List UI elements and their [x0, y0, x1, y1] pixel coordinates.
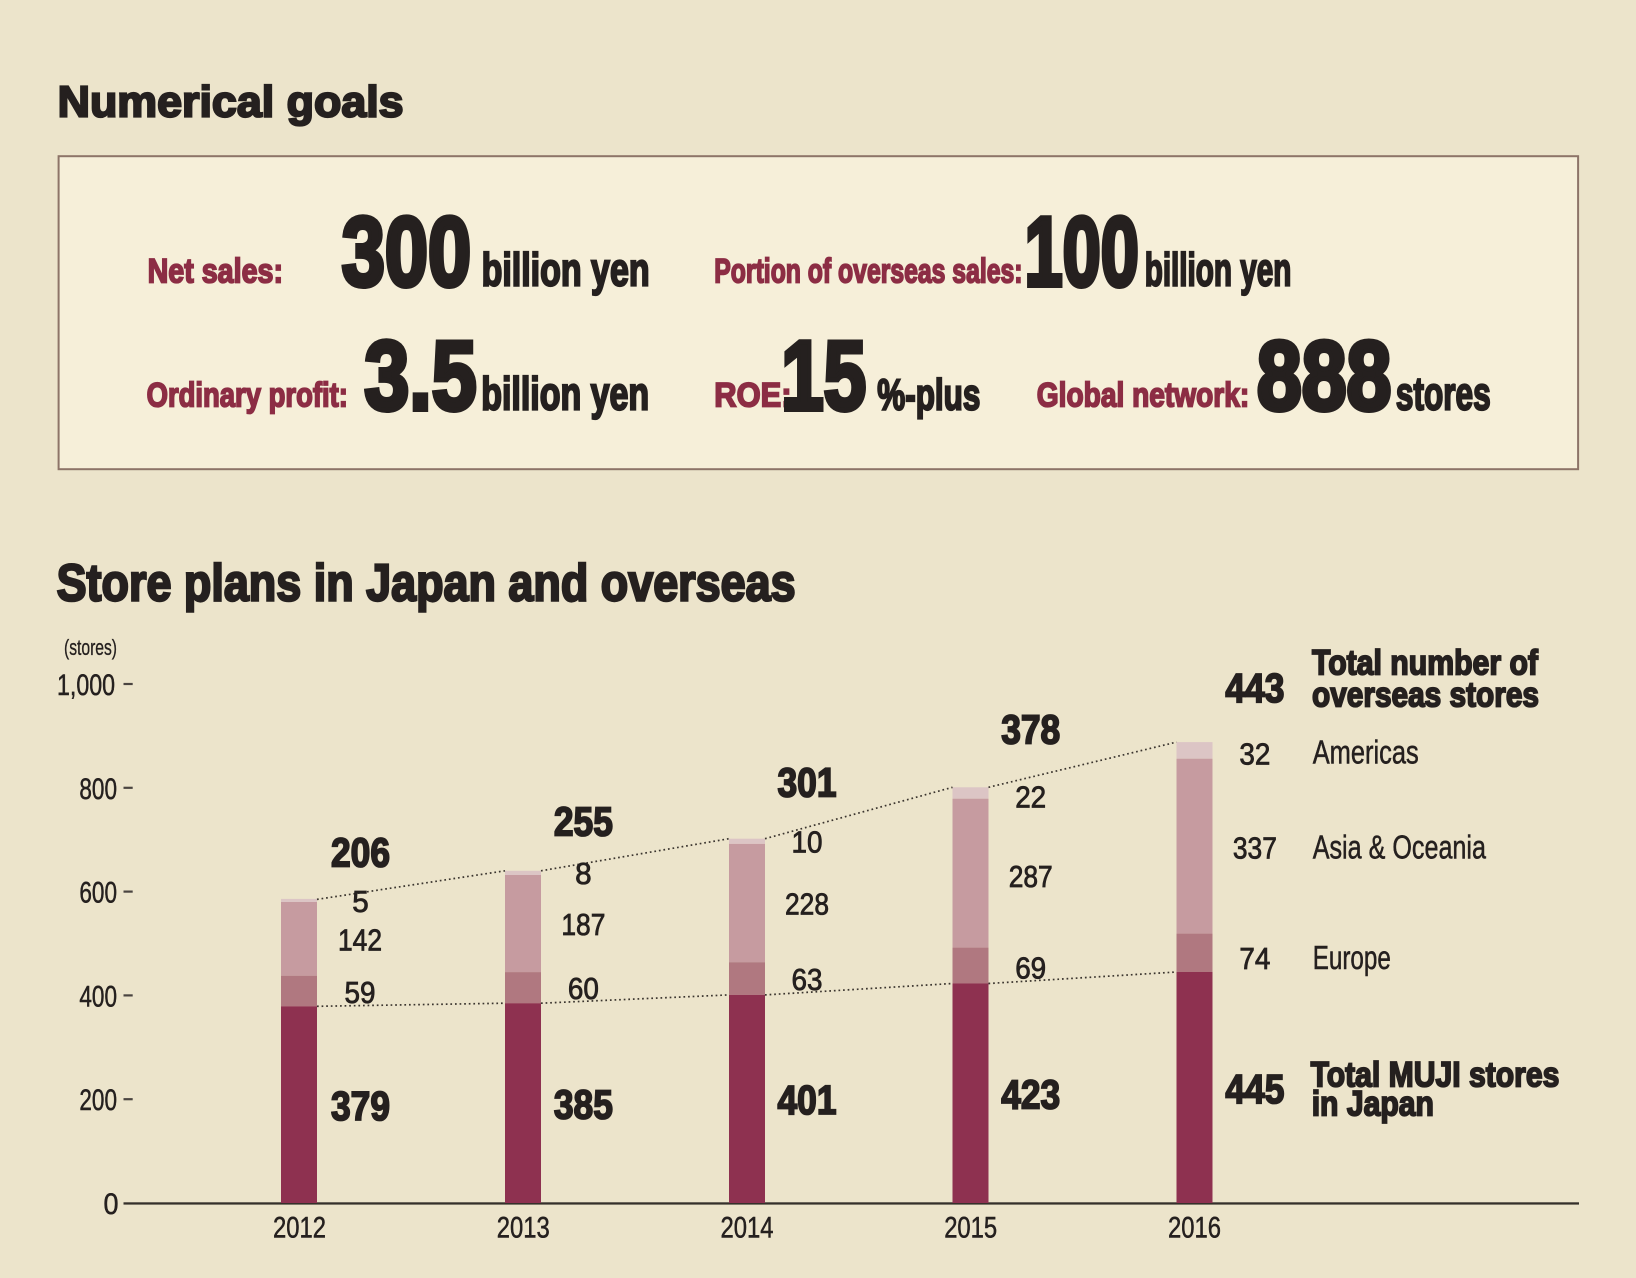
svg-text:200: 200 — [79, 1084, 117, 1117]
svg-text:in Japan: in Japan — [1312, 1085, 1434, 1124]
svg-text:22: 22 — [1015, 780, 1046, 815]
svg-text:Europe: Europe — [1313, 940, 1391, 977]
svg-text:stores: stores — [1396, 367, 1491, 419]
svg-text:255: 255 — [554, 798, 613, 844]
svg-text:billion yen: billion yen — [482, 244, 650, 296]
svg-text:63: 63 — [792, 962, 823, 997]
svg-text:10: 10 — [792, 825, 823, 860]
svg-text:ROE:: ROE: — [714, 377, 791, 415]
svg-text:600: 600 — [79, 877, 117, 910]
svg-text:2015: 2015 — [944, 1211, 997, 1244]
svg-text:401: 401 — [778, 1077, 837, 1123]
svg-text:423: 423 — [1001, 1071, 1060, 1117]
svg-text:379: 379 — [331, 1083, 390, 1129]
svg-text:800: 800 — [79, 773, 117, 806]
svg-text:300: 300 — [342, 197, 471, 307]
svg-text:445: 445 — [1225, 1066, 1284, 1112]
svg-text:5: 5 — [352, 884, 369, 919]
svg-text:overseas stores: overseas stores — [1312, 676, 1539, 715]
svg-text:billion yen: billion yen — [1145, 244, 1292, 296]
svg-text:2014: 2014 — [721, 1211, 774, 1244]
svg-text:1,000: 1,000 — [57, 669, 115, 702]
svg-text:337: 337 — [1233, 831, 1277, 866]
svg-text:187: 187 — [561, 907, 605, 942]
svg-text:60: 60 — [568, 971, 599, 1006]
svg-text:Americas: Americas — [1313, 735, 1419, 772]
svg-text:%-plus: %-plus — [877, 370, 980, 419]
svg-text:74: 74 — [1239, 941, 1270, 976]
svg-text:Ordinary profit:: Ordinary profit: — [147, 377, 348, 415]
svg-text:888: 888 — [1257, 320, 1392, 430]
svg-text:Global network:: Global network: — [1037, 377, 1249, 415]
svg-text:142: 142 — [338, 922, 382, 957]
svg-text:2016: 2016 — [1168, 1211, 1221, 1244]
svg-text:287: 287 — [1009, 859, 1053, 894]
svg-text:443: 443 — [1225, 665, 1284, 711]
svg-text:Asia & Oceania: Asia & Oceania — [1313, 830, 1487, 867]
svg-text:301: 301 — [778, 759, 837, 805]
svg-text:Net sales:: Net sales: — [148, 253, 283, 291]
svg-text:59: 59 — [345, 975, 376, 1010]
svg-text:15: 15 — [781, 320, 866, 430]
svg-text:Total MUJI stores: Total MUJI stores — [1311, 1055, 1560, 1094]
svg-text:Numerical goals: Numerical goals — [58, 77, 404, 126]
svg-text:Portion of overseas sales:: Portion of overseas sales: — [714, 253, 1022, 291]
svg-text:3.5: 3.5 — [364, 320, 476, 430]
svg-text:0: 0 — [104, 1188, 119, 1221]
svg-text:69: 69 — [1015, 951, 1046, 986]
svg-text:billion yen: billion yen — [481, 367, 649, 419]
svg-text:32: 32 — [1239, 737, 1270, 772]
svg-text:2012: 2012 — [273, 1211, 326, 1244]
svg-text:Total number of: Total number of — [1312, 643, 1538, 682]
svg-text:385: 385 — [554, 1081, 613, 1127]
svg-text:228: 228 — [785, 886, 829, 921]
svg-text:2013: 2013 — [497, 1211, 550, 1244]
svg-text:206: 206 — [331, 830, 390, 876]
svg-text:378: 378 — [1001, 706, 1060, 752]
svg-text:Store plans in Japan and overs: Store plans in Japan and overseas — [57, 554, 796, 612]
svg-text:100: 100 — [1025, 197, 1139, 307]
svg-text:(stores): (stores) — [64, 635, 117, 660]
svg-text:8: 8 — [575, 856, 592, 891]
svg-text:400: 400 — [79, 980, 117, 1013]
